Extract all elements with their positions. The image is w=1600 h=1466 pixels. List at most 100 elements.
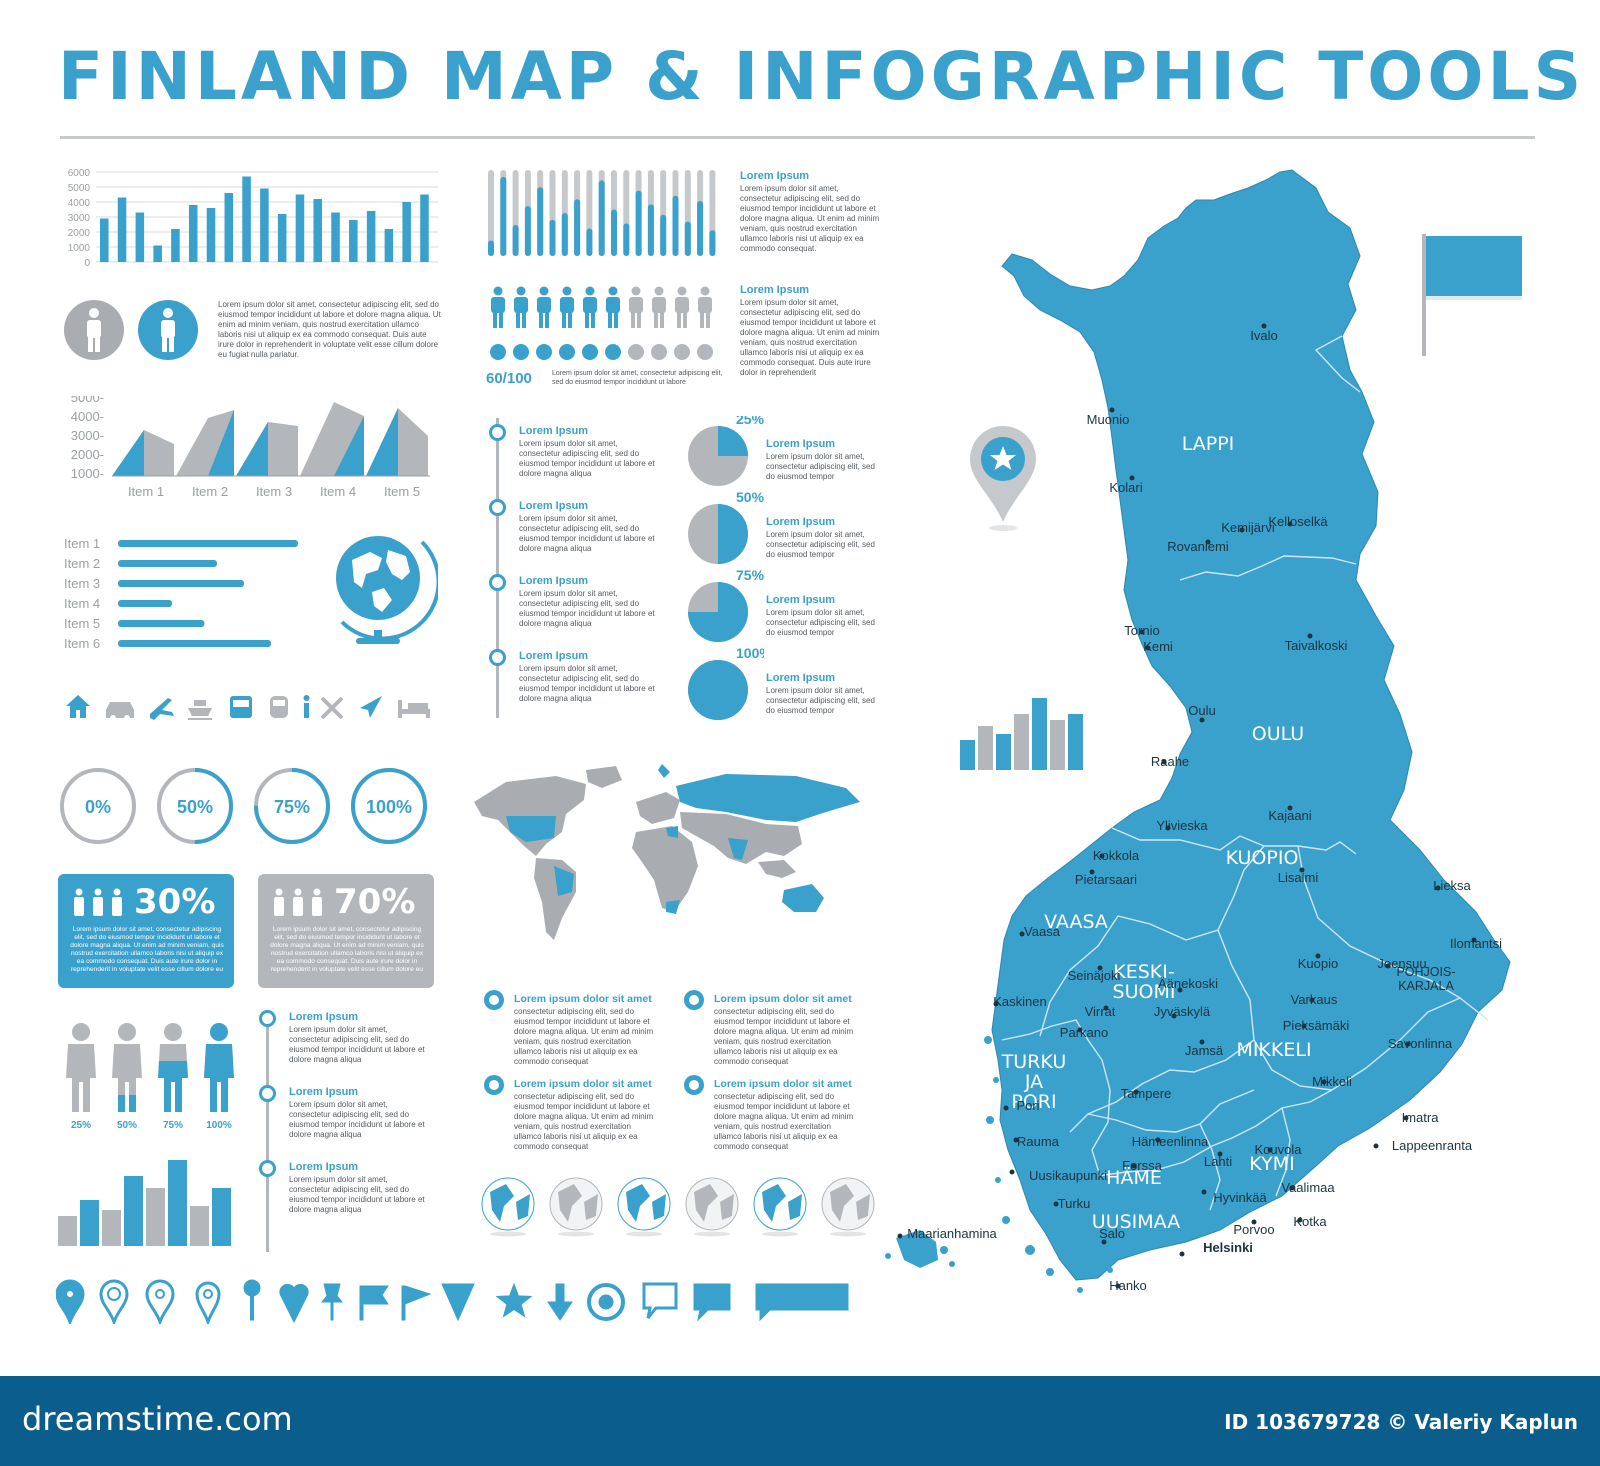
small-globe-land: [558, 1184, 598, 1222]
pin-ring-icon: [99, 1279, 129, 1324]
footer-logo[interactable]: dreamstime.com: [22, 1400, 293, 1438]
pie-text-body: Lorem ipsum dolor sit amet, consectetur …: [766, 686, 875, 715]
person-icon-body: [514, 297, 528, 313]
person-icon-leg: [608, 312, 612, 328]
city-label: Joensuu: [1377, 956, 1426, 971]
point-bullet-icon: [684, 1075, 704, 1095]
city-label: Äänekoski: [1158, 976, 1218, 991]
city-dot: [1307, 633, 1313, 639]
city-dot: [1405, 1041, 1411, 1047]
progress-column-fill: [660, 214, 667, 256]
city-dot: [1165, 825, 1171, 831]
person-icon-leg: [631, 312, 635, 328]
navigation-icon: [360, 696, 382, 718]
region-label: LAPPI: [1182, 433, 1235, 455]
pie-text-title: Lorem Ipsum: [766, 672, 836, 684]
pie-label: 75%: [736, 567, 764, 583]
bar-chart-1: 6000 5000 4000 3000 2000 1000 0: [68, 168, 438, 269]
people-60-of-100: [490, 286, 713, 360]
person-icon-leg: [637, 312, 641, 328]
city-dot: [1177, 987, 1183, 993]
point-bullet-center: [689, 995, 699, 1005]
city-dot: [1171, 1013, 1177, 1019]
donut-progress: [351, 768, 427, 844]
globe-shadow: [694, 1231, 730, 1237]
person-icon-leg: [516, 312, 520, 328]
y-tick-label: 2000-: [71, 447, 104, 462]
progress-column-fill: [537, 187, 544, 256]
city-label: Seinäjoki: [1068, 968, 1121, 983]
bar: [100, 218, 109, 262]
gender-icons: [64, 300, 198, 360]
y-tick-label: 4000-: [71, 409, 104, 424]
city-dot: [1009, 1169, 1015, 1175]
middle-timeline-dot: [489, 499, 506, 516]
middle-timeline-line: [496, 418, 499, 718]
progress-column-fill: [549, 219, 556, 256]
percent-box-70: 70% Lorem ipsum dolor sit amet, consecte…: [258, 874, 434, 988]
area-chart: 5000- 4000- 3000- 2000- 1000- Item 1 Item 2 Ite…: [71, 396, 430, 499]
person-icon-head: [493, 286, 503, 296]
person-icon-leg: [493, 312, 497, 328]
city-label: Ivalo: [1250, 328, 1277, 343]
city-label: Lahti: [1204, 1154, 1232, 1169]
footer-credit: ID 103679728 © Valeriy Kaplun: [1224, 1410, 1578, 1434]
city-label: Maarianhamina: [907, 1226, 997, 1241]
y-tick-label: 1000-: [71, 466, 104, 481]
region-label: KESKI-: [1113, 961, 1174, 983]
area-highlight: [112, 430, 144, 476]
left-timeline-text: Lorem ipsum dolor sit amet, consectetur …: [289, 1025, 425, 1064]
person-icon-body: [606, 297, 620, 313]
bar: [349, 220, 358, 262]
hbar: [118, 560, 217, 567]
city-dot: [1287, 805, 1293, 811]
city-dot: [1471, 937, 1477, 943]
city-label: Kuopio: [1298, 956, 1338, 971]
middle-timeline-dot: [489, 574, 506, 591]
bed-icon: [398, 700, 430, 718]
person-icon-leg: [660, 312, 664, 328]
pie-label: 25%: [736, 416, 764, 427]
person-icon-body: [652, 297, 666, 313]
person-icon-leg: [706, 312, 710, 328]
middle-timeline-text: Lorem ipsum dolor sit amet, consectetur …: [519, 589, 655, 628]
city-label: Lappeenranta: [1392, 1138, 1473, 1153]
city-label: Raahe: [1151, 754, 1189, 769]
progress-dot: [582, 344, 598, 360]
pie-text-title: Lorem Ipsum: [766, 438, 836, 450]
city-dot: [1077, 1027, 1083, 1033]
point-title: Lorem ipsum dolor sit amet: [514, 993, 652, 1005]
city-dot: [1299, 867, 1305, 873]
globe-shadow: [626, 1231, 662, 1237]
city-label: Jyväskylä: [1154, 1004, 1211, 1019]
home-icon: [66, 695, 90, 718]
transport-icon-row: [66, 695, 430, 721]
progress-dot: [651, 344, 667, 360]
bar: [117, 197, 127, 262]
triangle-marker-icon: [441, 1283, 475, 1322]
bar: [188, 205, 198, 262]
percent-box-30: 30% Lorem ipsum dolor sit amet, consecte…: [58, 874, 234, 988]
pie-charts: 25% 50% 75% 100%: [688, 416, 764, 720]
pie-text-body: Lorem ipsum dolor sit amet, consectetur …: [766, 530, 875, 559]
person-icon-leg: [568, 312, 572, 328]
gender-text: Lorem ipsum dolor sit amet, consectetur …: [218, 300, 441, 359]
block2-title: Lorem Ipsum: [740, 284, 810, 296]
point-bullet-center: [489, 995, 499, 1005]
person-icon-leg: [614, 312, 618, 328]
bar-label: Item 4: [64, 596, 100, 611]
city-dot: [1161, 759, 1167, 765]
city-dot: [1199, 717, 1205, 723]
progress-dot: [605, 344, 621, 360]
city-dot: [1199, 1039, 1205, 1045]
middle-timeline-text: Lorem ipsum dolor sit amet, consectetur …: [519, 514, 655, 553]
small-globe-land: [762, 1184, 802, 1222]
person-icon-body: [583, 297, 597, 313]
left-timeline-title: Lorem Ipsum: [289, 1086, 359, 1098]
point-bullet-icon: [684, 990, 704, 1010]
person-icon-head: [539, 286, 549, 296]
star-icon: [495, 1282, 533, 1318]
bar-label: Item 5: [64, 616, 100, 631]
city-label: Hämeenlinna: [1132, 1134, 1209, 1149]
city-label: Vaasa: [1024, 924, 1061, 939]
